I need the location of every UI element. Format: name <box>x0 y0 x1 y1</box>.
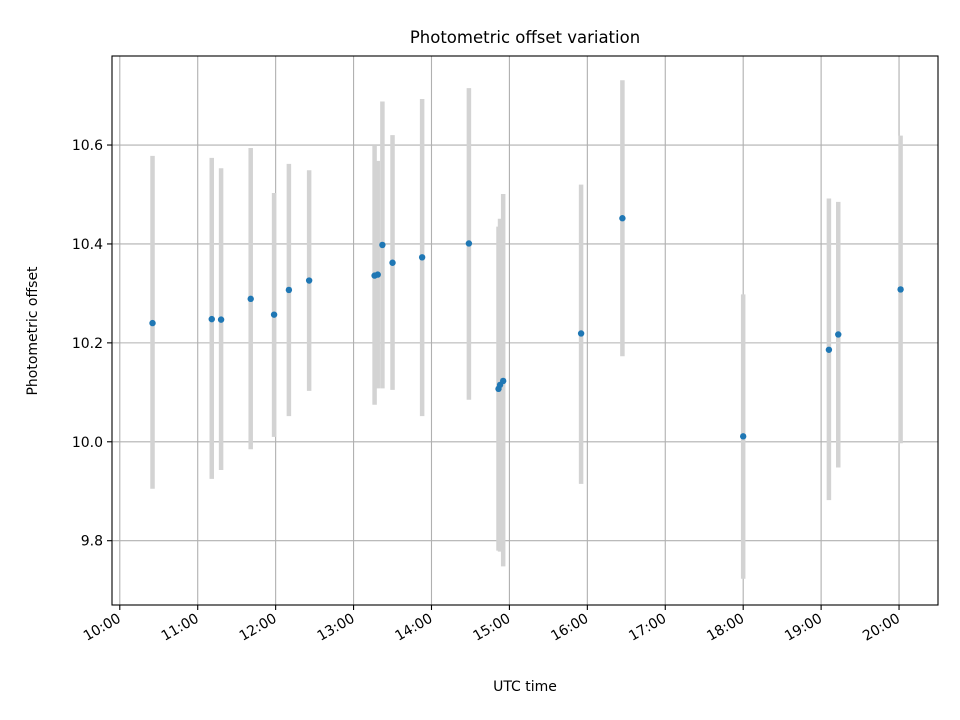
data-point <box>208 315 215 323</box>
data-point <box>825 346 833 353</box>
y-tick-label: 10.4 <box>72 237 103 253</box>
data-point <box>305 277 313 284</box>
y-axis-label: Photometric offset <box>25 266 41 396</box>
plot-frame <box>111 55 939 606</box>
y-tick-label: 10.0 <box>72 435 103 451</box>
y-axis-ticks: 9.8 10.0 10.2 10.4 10.6 <box>72 138 112 550</box>
data-point <box>465 240 473 247</box>
data-points <box>149 215 904 440</box>
data-point <box>619 215 626 222</box>
data-point <box>835 331 842 338</box>
data-point <box>285 286 293 294</box>
y-tick-label: 9.8 <box>81 534 103 550</box>
chart-title: Photometric offset variation <box>410 28 640 47</box>
data-point <box>247 295 254 303</box>
data-point <box>739 433 747 440</box>
data-point <box>499 377 507 385</box>
data-point <box>270 311 278 318</box>
x-axis-label: UTC time <box>493 679 557 695</box>
data-point <box>379 241 386 249</box>
data-point <box>217 316 225 323</box>
data-point <box>389 259 396 266</box>
data-point <box>577 330 585 337</box>
data-point <box>418 254 426 261</box>
data-point <box>897 286 904 293</box>
data-point <box>374 271 381 278</box>
y-tick-label: 10.2 <box>72 336 103 352</box>
data-point <box>149 319 156 327</box>
y-tick-label: 10.6 <box>72 138 103 154</box>
